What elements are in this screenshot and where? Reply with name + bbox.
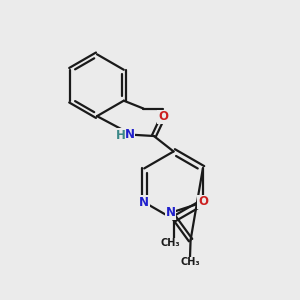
Text: N: N [139,196,149,209]
Text: O: O [158,110,168,123]
Text: H: H [116,129,126,142]
Text: CH₃: CH₃ [160,238,180,248]
Text: N: N [124,128,134,141]
Text: N: N [166,206,176,219]
Text: CH₃: CH₃ [180,257,200,267]
Text: O: O [198,195,208,208]
